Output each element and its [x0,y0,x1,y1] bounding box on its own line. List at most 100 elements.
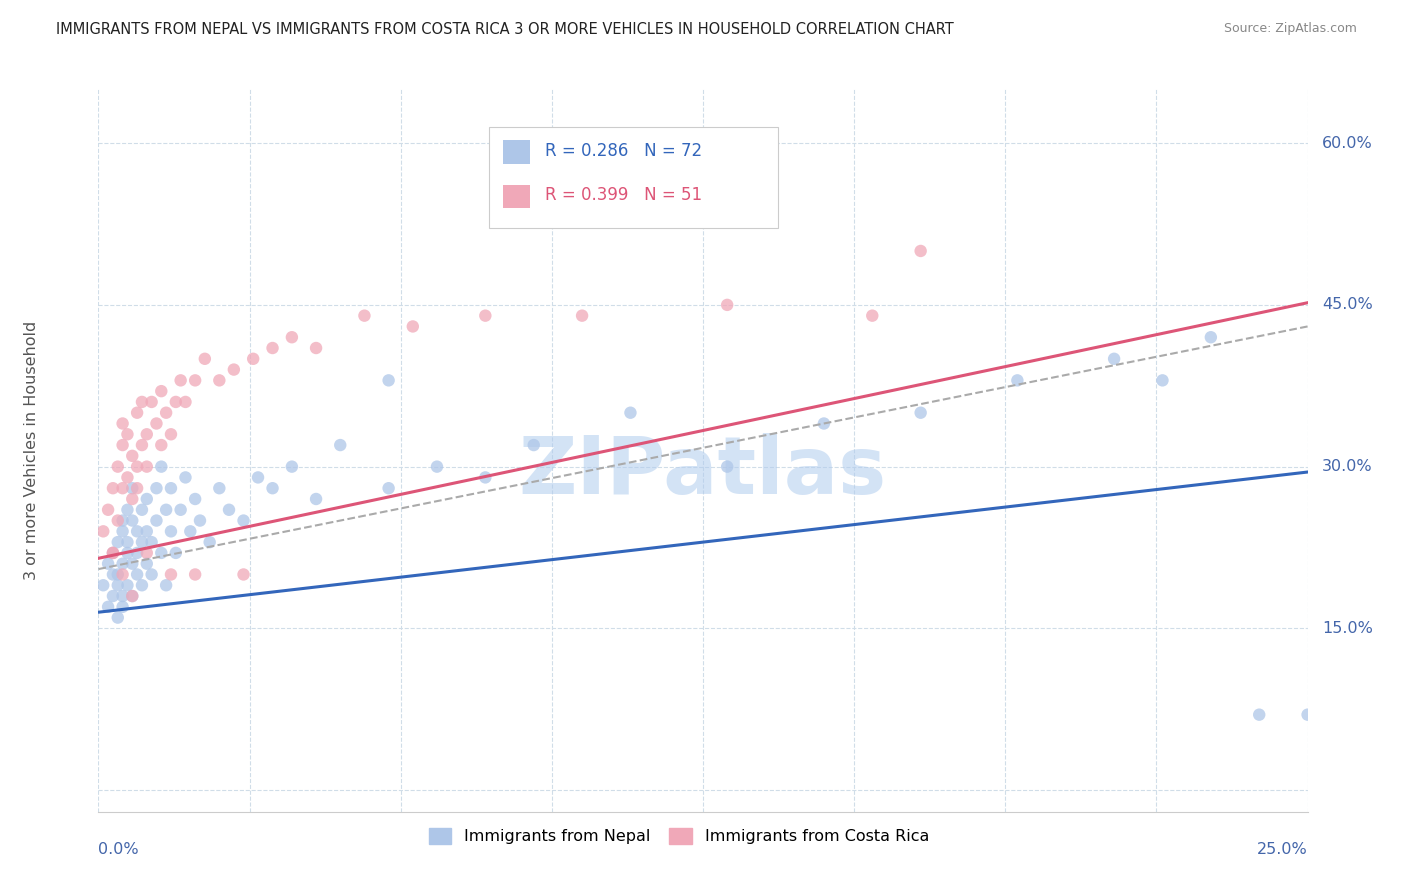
Point [188,514,211,528]
Point [402,319,425,334]
Point [247,470,270,484]
Point [281,459,304,474]
Point [117,427,139,442]
Point [135,427,157,442]
Text: 60.0%: 60.0% [1322,136,1372,151]
Text: 45.0%: 45.0% [1322,297,1372,312]
Point [111,599,134,614]
Point [111,557,134,571]
Point [145,481,167,495]
Point [131,578,153,592]
Point [121,514,143,528]
Point [107,610,129,624]
FancyBboxPatch shape [489,128,778,228]
Point [184,373,207,387]
Point [262,341,284,355]
Point [111,417,134,431]
Point [135,459,157,474]
Point [111,514,134,528]
Point [222,362,245,376]
Point [91,524,114,539]
Point [135,491,157,506]
Point [150,384,173,399]
Point [111,481,134,495]
Point [131,502,153,516]
Point [135,557,157,571]
Point [101,589,124,603]
Point [121,449,143,463]
Point [155,578,177,592]
Point [141,567,163,582]
Point [127,481,149,495]
Point [145,417,167,431]
Text: ZIPatlas: ZIPatlas [519,434,887,511]
Point [127,546,149,560]
Point [571,309,593,323]
Point [131,438,153,452]
Point [101,546,124,560]
Point [101,546,124,560]
Point [377,373,399,387]
Point [135,524,157,539]
Point [619,406,641,420]
Point [169,373,191,387]
Point [141,535,163,549]
Point [813,417,835,431]
Point [107,514,129,528]
Point [107,578,129,592]
Point [194,351,217,366]
Point [232,514,254,528]
Text: 15.0%: 15.0% [1322,621,1374,636]
Point [121,557,143,571]
Point [218,502,240,516]
Point [155,406,177,420]
Point [716,459,738,474]
Point [145,514,167,528]
Point [111,438,134,452]
Point [208,481,231,495]
Point [117,578,139,592]
Point [107,567,129,582]
Point [127,567,149,582]
Point [101,481,124,495]
Point [1199,330,1222,344]
Point [101,567,124,582]
Point [305,341,328,355]
Point [1007,373,1029,387]
Point [121,481,143,495]
Point [165,395,187,409]
Point [91,578,114,592]
Point [426,459,449,474]
FancyBboxPatch shape [503,186,530,209]
Text: 25.0%: 25.0% [1257,842,1308,857]
Point [131,535,153,549]
Point [208,373,231,387]
Point [262,481,284,495]
Point [111,589,134,603]
Point [305,491,328,506]
Point [281,330,304,344]
Text: 3 or more Vehicles in Household: 3 or more Vehicles in Household [24,321,39,580]
Text: R = 0.399   N = 51: R = 0.399 N = 51 [544,186,702,204]
Point [117,535,139,549]
Point [184,491,207,506]
Point [160,427,183,442]
Point [97,557,120,571]
Point [1296,707,1319,722]
Point [150,459,173,474]
Point [377,481,399,495]
Point [97,599,120,614]
Point [910,244,932,258]
Point [127,524,149,539]
Point [117,470,139,484]
Text: Source: ZipAtlas.com: Source: ZipAtlas.com [1223,22,1357,36]
Point [111,567,134,582]
Point [198,535,221,549]
Point [474,470,496,484]
Point [179,524,201,539]
Text: 0.0%: 0.0% [98,842,139,857]
Legend: Immigrants from Nepal, Immigrants from Costa Rica: Immigrants from Nepal, Immigrants from C… [422,822,935,851]
Point [121,589,143,603]
Point [150,546,173,560]
Point [97,502,120,516]
